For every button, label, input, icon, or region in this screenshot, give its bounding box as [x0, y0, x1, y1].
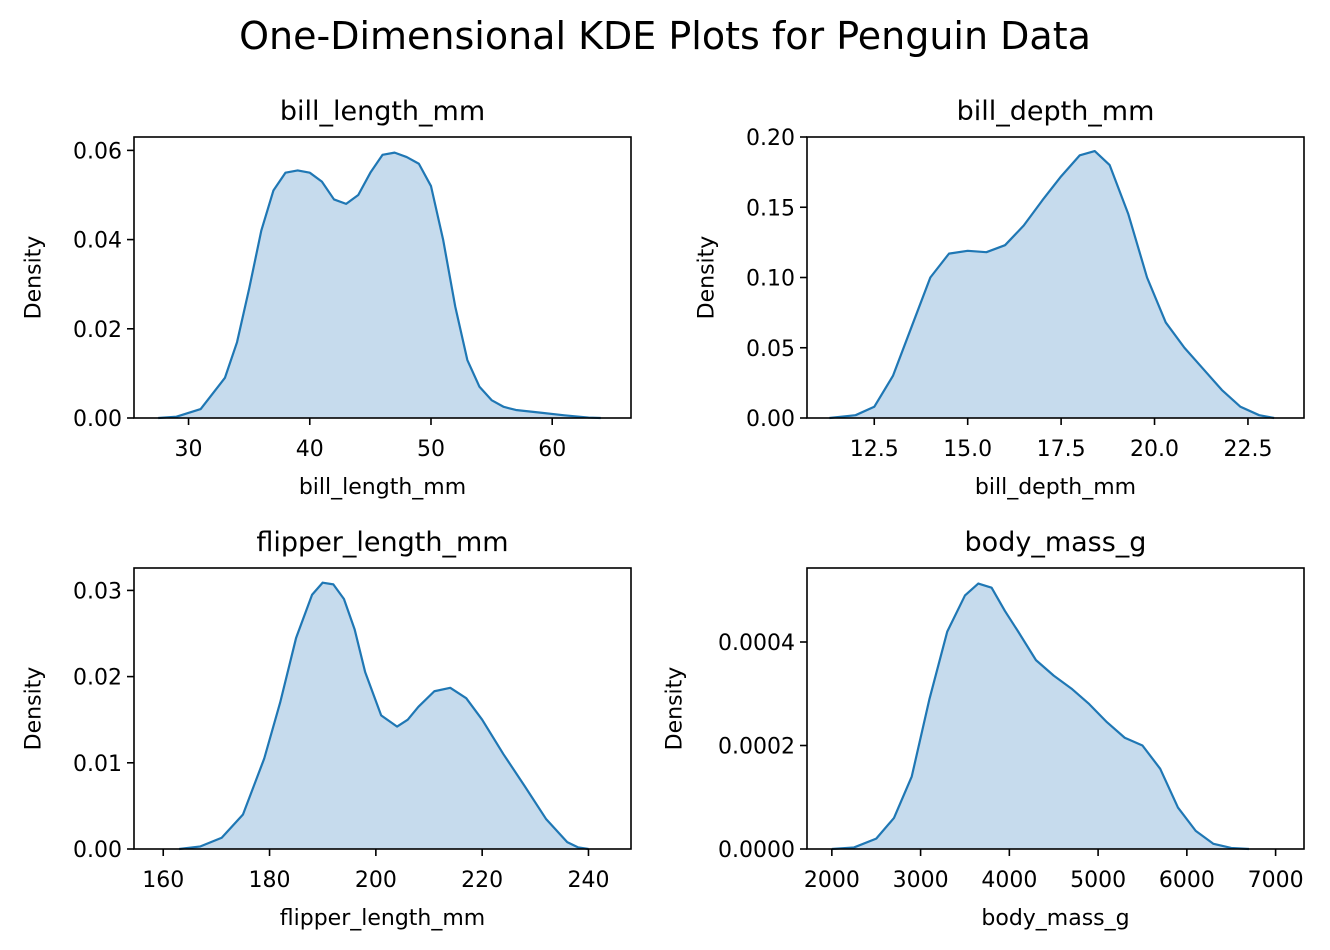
subplot-flipper_length_mm: 160 180 200 220 240 0.00 0.01 0.02 0.03 flipper_l…: [22, 527, 632, 931]
y-tick-label: 0.00: [73, 407, 122, 432]
x-tick-label: 160: [142, 868, 184, 893]
axes-frame: [133, 136, 632, 419]
x-tick-label: 240: [567, 868, 609, 893]
x-tick-label: 180: [249, 868, 291, 893]
y-tick-label: 0.0000: [718, 838, 795, 863]
x-axis-label: bill_depth_mm: [975, 475, 1136, 500]
y-axis-label: Density: [695, 236, 720, 320]
x-tick-label: 20.0: [1130, 437, 1179, 462]
y-tick-label: 0.03: [73, 579, 122, 604]
x-axis-label: bill_length_mm: [299, 475, 466, 500]
y-tick-label: 0.05: [746, 337, 795, 362]
x-tick-label: 50: [417, 437, 445, 462]
kde-fill-bill_length_mm: [158, 152, 601, 419]
y-tick-label: 0.02: [73, 666, 122, 691]
kde-fill-flipper_length_mm: [179, 582, 589, 849]
x-tick-label: 200: [355, 868, 397, 893]
kde-fill-bill_depth_mm: [829, 151, 1275, 419]
y-tick-label: 0.15: [746, 196, 795, 221]
x-tick-label: 22.5: [1223, 437, 1272, 462]
x-axis-label: flipper_length_mm: [280, 906, 485, 931]
x-tick-label: 12.5: [850, 437, 899, 462]
figure-title: One-Dimensional KDE Plots for Penguin Da…: [239, 14, 1091, 58]
x-tick-label: 17.5: [1037, 437, 1086, 462]
x-tick-label: 15.0: [943, 437, 992, 462]
x-tick-label: 3000: [893, 868, 949, 893]
subplot-body_mass_g: 2000 3000 4000 5000 6000 7000 0.0000 0.0002 0.00…: [663, 527, 1305, 931]
y-tick-label: 0.04: [73, 229, 122, 254]
x-tick-label: 60: [538, 437, 566, 462]
y-axis-label: Density: [22, 236, 47, 320]
y-tick-label: 0.20: [746, 126, 795, 151]
y-tick-label: 0.06: [73, 139, 122, 164]
kde-line-bill_length_mm: [158, 151, 601, 420]
kde-fill-body_mass_g: [831, 583, 1249, 849]
y-tick-label: 0.00: [73, 838, 122, 863]
axes-frame: [806, 567, 1305, 850]
x-tick-label: 4000: [981, 868, 1037, 893]
y-axis-label: Density: [22, 667, 47, 751]
subplot-bill_depth_mm: 12.5 15.0 17.5 20.0 22.5 0.00 0.05 0.10 0.15 0.20…: [695, 96, 1305, 500]
y-tick-label: 0.0002: [718, 735, 795, 760]
x-tick-label: 40: [296, 437, 324, 462]
y-tick-label: 0.00: [746, 407, 795, 432]
x-axis-label: body_mass_g: [981, 906, 1129, 931]
x-tick-label: 6000: [1159, 868, 1215, 893]
y-axis-label: Density: [663, 667, 688, 751]
x-tick-label: 30: [175, 437, 203, 462]
subplot-title: bill_length_mm: [280, 96, 485, 127]
subplot-title: body_mass_g: [965, 527, 1147, 558]
subplot-title: flipper_length_mm: [256, 527, 508, 558]
y-tick-label: 0.0004: [718, 631, 795, 656]
kde-line-bill_depth_mm: [829, 149, 1275, 420]
kde-line-flipper_length_mm: [179, 581, 589, 851]
x-tick-label: 2000: [804, 868, 860, 893]
x-tick-label: 7000: [1248, 868, 1304, 893]
axes-frame: [133, 567, 632, 850]
x-tick-label: 5000: [1070, 868, 1126, 893]
subplot-title: bill_depth_mm: [957, 96, 1155, 127]
y-tick-label: 0.10: [746, 267, 795, 292]
kde-line-body_mass_g: [831, 582, 1250, 851]
y-tick-label: 0.02: [73, 318, 122, 343]
y-tick-label: 0.01: [73, 752, 122, 777]
x-tick-label: 220: [461, 868, 503, 893]
subplot-bill_length_mm: 30 40 50 600.000.020.040.06bill_length_mmbi…: [22, 96, 632, 500]
